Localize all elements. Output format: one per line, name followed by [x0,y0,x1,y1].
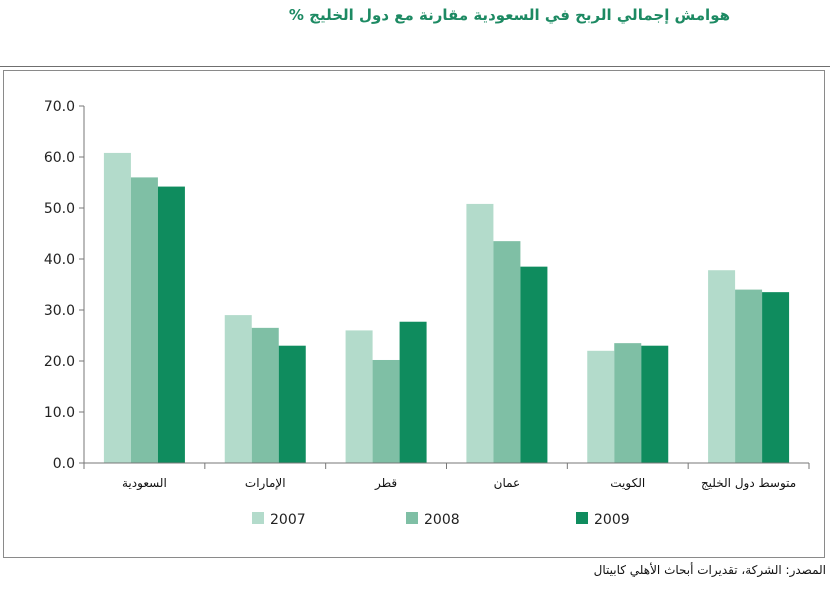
bar-2008 [372,359,400,463]
legend-label: 2008 [424,512,460,528]
y-tick-label: 20.0 [44,354,75,370]
bar-2008 [735,289,763,463]
bar-2007 [466,203,494,464]
category-label: متوسط دول الخليج [701,476,796,491]
bar-2008 [130,177,158,463]
title-divider [0,66,830,67]
bar-2009 [641,345,669,463]
y-tick-label: 40.0 [44,252,75,268]
bar-2009 [399,321,427,463]
legend-label: 2007 [270,512,306,528]
x-axis: السعودية الإمارات قطر عمان الكويت متوسط دول ا… [83,462,810,491]
legend-swatch-2008 [406,512,418,524]
bar-chart: 0.0 10.0 20.0 30.0 40.0 50.0 60.0 70.0 السعودية… [44,99,810,528]
bar-2007 [587,350,615,463]
legend-swatch-2007 [252,512,264,524]
legend-swatch-2009 [576,512,588,524]
bar-2009 [520,266,548,463]
bar-2009 [157,186,185,463]
bar-2007 [224,315,252,463]
y-tick-label: 10.0 [44,405,75,421]
category-label: الكويت [610,476,645,491]
bar-2007 [103,152,131,464]
bar-2008 [251,327,279,463]
chart-frame: 0.0 10.0 20.0 30.0 40.0 50.0 60.0 70.0 السعودية… [3,70,825,558]
y-tick-label: 50.0 [44,201,75,217]
legend: 2007 2008 2009 [252,512,630,528]
bars [103,152,790,464]
chart-title: هوامش إجمالي الربح في السعودية مقارنة مع… [288,6,730,24]
y-tick-label: 60.0 [44,150,75,166]
y-tick-label: 0.0 [53,456,75,472]
category-label: قطر [374,476,397,491]
bar-2007 [345,330,373,463]
y-axis: 0.0 10.0 20.0 30.0 40.0 50.0 60.0 70.0 [44,99,85,472]
category-label: الإمارات [245,476,286,491]
bar-2009 [278,345,306,463]
bar-2008 [614,343,642,463]
y-tick-label: 30.0 [44,303,75,319]
source-note: المصدر: الشركة، تقديرات أبحاث الأهلي كاب… [593,563,826,577]
bar-2009 [762,292,790,463]
category-label: السعودية [122,476,167,491]
y-tick-label: 70.0 [44,99,75,115]
category-label: عمان [494,476,521,490]
bar-2007 [708,270,736,463]
legend-label: 2009 [594,512,630,528]
bar-2008 [493,241,521,463]
